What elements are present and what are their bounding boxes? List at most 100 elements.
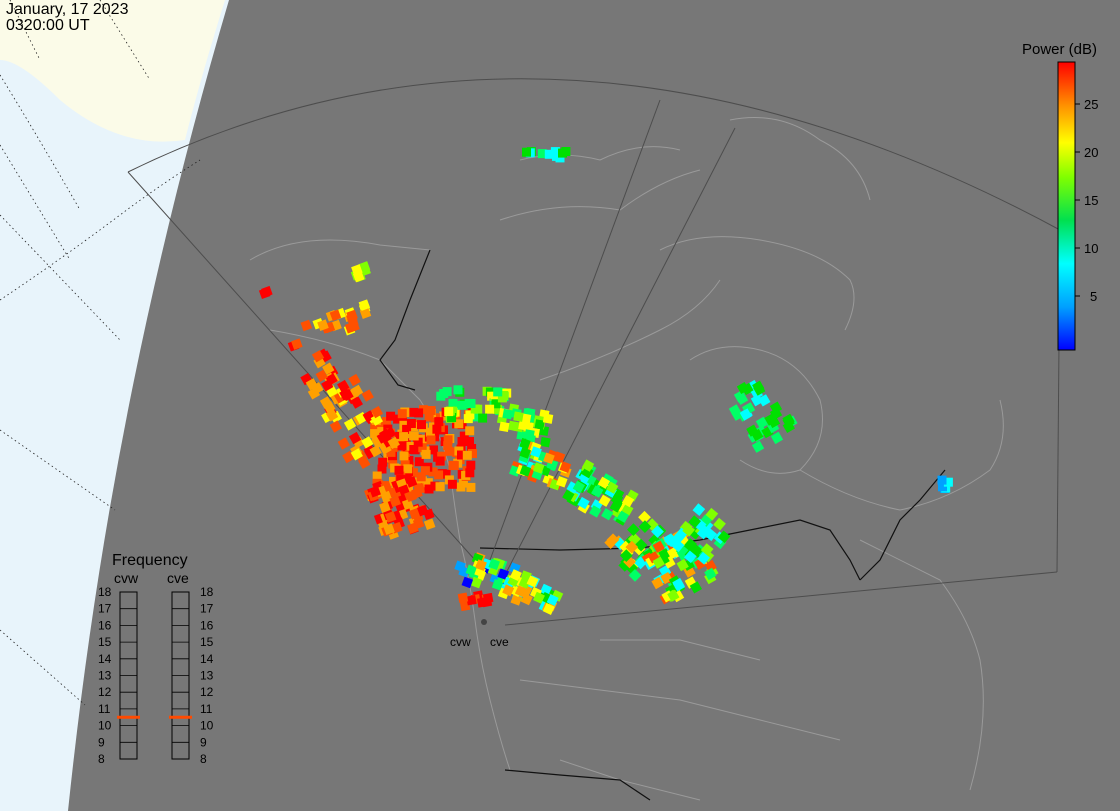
power-colorbar: Power (dB) 25 20 15 10 5 — [1022, 41, 1098, 351]
backscatter-cell — [341, 388, 354, 402]
radar-site-label-east: cve — [490, 635, 509, 649]
backscatter-cell — [406, 419, 416, 428]
backscatter-cell — [329, 309, 342, 322]
backscatter-cell — [448, 398, 458, 408]
backscatter-cell — [466, 595, 477, 606]
backscatter-cell — [739, 408, 752, 421]
backscatter-cell — [393, 414, 403, 424]
backscatter-cell — [383, 427, 397, 440]
frequency-tick-label: 12 — [200, 685, 214, 699]
backscatter-cell — [305, 378, 318, 391]
backscatter-cell — [741, 382, 754, 396]
backscatter-cell — [361, 389, 374, 402]
backscatter-cell — [423, 478, 433, 488]
backscatter-cell — [420, 466, 430, 476]
backscatter-cell — [465, 564, 478, 577]
backscatter-cell — [550, 147, 560, 157]
backscatter-cell — [462, 450, 472, 460]
backscatter-cell — [621, 495, 635, 508]
backscatter-cell — [493, 387, 503, 397]
backscatter-cell — [369, 485, 381, 498]
backscatter-cell — [434, 470, 444, 480]
backscatter-cell — [782, 420, 795, 433]
backscatter-cell — [370, 423, 380, 433]
frequency-tick-label: 10 — [200, 719, 214, 733]
backscatter-cell — [389, 495, 401, 508]
backscatter-cell — [435, 456, 445, 466]
backscatter-cell — [491, 399, 501, 409]
backscatter-cell — [466, 460, 476, 470]
backscatter-cell — [532, 462, 545, 474]
backscatter-cell — [426, 406, 436, 415]
backscatter-cell — [601, 508, 614, 521]
backscatter-cell — [553, 451, 566, 463]
backscatter-cell — [456, 482, 466, 492]
backscatter-cell — [524, 429, 535, 440]
backscatter-cell — [544, 149, 554, 159]
backscatter-cell — [412, 517, 425, 530]
frequency-tick-label: 13 — [200, 669, 214, 683]
backscatter-cell — [581, 459, 595, 472]
backscatter-cell — [399, 451, 409, 461]
backscatter-cell — [457, 400, 467, 410]
backscatter-cell — [750, 394, 764, 407]
backscatter-cell — [317, 319, 329, 331]
backscatter-cell — [758, 394, 771, 407]
backscatter-cell — [510, 594, 523, 606]
backscatter-cell — [377, 464, 387, 474]
backscatter-cell — [466, 482, 476, 492]
backscatter-cell — [937, 475, 947, 485]
backscatter-cell — [616, 510, 630, 523]
backscatter-cell — [467, 444, 477, 453]
backscatter-cell — [424, 484, 434, 494]
backscatter-cell — [439, 389, 449, 398]
backscatter-cell — [457, 450, 466, 460]
backscatter-cell — [671, 539, 685, 553]
backscatter-cell — [705, 507, 719, 521]
backscatter-cell — [386, 411, 396, 421]
frequency-tick-label: 14 — [98, 652, 112, 666]
backscatter-cell — [419, 405, 428, 415]
power-tick-label: 20 — [1084, 145, 1098, 160]
backscatter-cell — [372, 471, 382, 481]
frequency-tick-label: 13 — [98, 669, 112, 683]
backscatter-cell — [519, 465, 532, 477]
coastlines — [249, 117, 1004, 801]
backscatter-cell — [546, 594, 559, 607]
backscatter-cell — [520, 593, 533, 606]
backscatter-cell — [447, 479, 457, 489]
backscatter-cell — [426, 435, 436, 445]
backscatter-cell — [520, 584, 533, 597]
backscatter-cell — [401, 498, 414, 511]
backscatter-cell — [491, 579, 504, 591]
national-borders — [379, 249, 946, 801]
backscatter-cell — [361, 436, 374, 449]
backscatter-cell — [713, 517, 726, 531]
backscatter-cell — [502, 408, 513, 420]
backscatter-cell — [559, 461, 572, 473]
backscatter-cell — [466, 399, 476, 408]
backscatter-cell — [405, 476, 418, 488]
backscatter-cell — [409, 507, 421, 520]
backscatter-cell — [704, 567, 717, 581]
backscatter-cell — [610, 492, 624, 506]
backscatter-cell — [697, 551, 710, 565]
backscatter-cell — [413, 482, 425, 495]
backscatter-cell — [457, 592, 469, 603]
backscatter-cell — [682, 524, 695, 537]
frequency-tick-label: 14 — [200, 652, 214, 666]
backscatter-cell — [258, 287, 271, 300]
frequency-tick-label: 16 — [200, 618, 214, 632]
radar-sites: cvw cve — [450, 619, 509, 649]
backscatter-cell — [342, 450, 355, 464]
backscatter-cell — [414, 408, 424, 418]
backscatter-cell — [767, 415, 781, 429]
backscatter-cell — [728, 404, 742, 417]
frequency-tick-label: 11 — [98, 702, 111, 716]
backscatter-cell — [453, 385, 463, 395]
backscatter-cell — [751, 428, 764, 442]
frequency-tick-label: 17 — [98, 602, 112, 616]
backscatter-cell — [555, 153, 565, 163]
backscatter-cell — [387, 436, 400, 450]
